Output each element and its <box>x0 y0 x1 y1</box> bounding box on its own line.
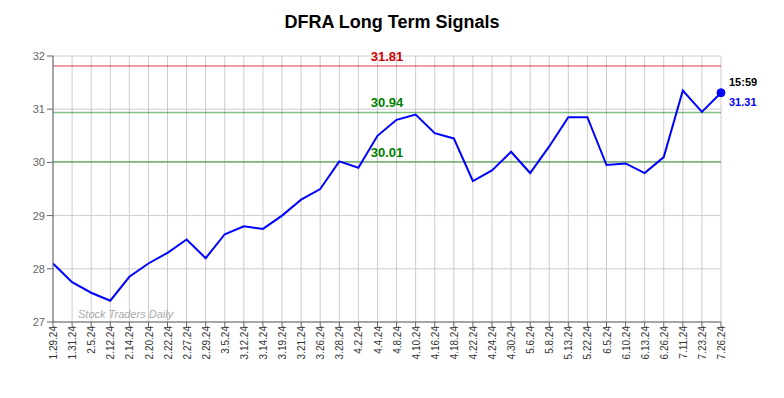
svg-text:4.2.24: 4.2.24 <box>353 326 364 354</box>
svg-text:5.22.24: 5.22.24 <box>583 326 594 360</box>
html-text:Stock Traders Daily: Stock Traders Daily <box>78 308 174 320</box>
svg-text:6.26.24: 6.26.24 <box>659 326 670 360</box>
svg-text:2.5.24: 2.5.24 <box>86 326 97 354</box>
svg-text:28: 28 <box>33 263 45 275</box>
svg-text:1.29.24: 1.29.24 <box>48 326 59 360</box>
svg-text:7.11.24: 7.11.24 <box>678 326 689 359</box>
svg-text:30.94: 30.94 <box>371 95 404 110</box>
svg-text:7.23.24: 7.23.24 <box>697 326 708 360</box>
svg-text:4.24.24: 4.24.24 <box>487 326 498 360</box>
svg-text:4.30.24: 4.30.24 <box>506 326 517 360</box>
svg-text:30: 30 <box>33 156 45 168</box>
svg-text:5.13.24: 5.13.24 <box>563 326 574 360</box>
svg-text:4.22.24: 4.22.24 <box>468 326 479 360</box>
svg-text:31: 31 <box>33 103 45 115</box>
svg-text:2.27.24: 2.27.24 <box>182 326 193 360</box>
svg-text:3.12.24: 3.12.24 <box>239 326 250 360</box>
svg-text:3.26.24: 3.26.24 <box>315 326 326 360</box>
svg-text:6.5.24: 6.5.24 <box>602 326 613 354</box>
svg-text:4.18.24: 4.18.24 <box>449 326 460 360</box>
svg-text:2.20.24: 2.20.24 <box>144 326 155 360</box>
svg-text:29: 29 <box>33 210 45 222</box>
svg-text:2.14.24: 2.14.24 <box>124 326 135 360</box>
svg-text:3.28.24: 3.28.24 <box>334 326 345 360</box>
svg-text:4.10.24: 4.10.24 <box>411 326 422 360</box>
svg-text:3.5.24: 3.5.24 <box>220 326 231 354</box>
svg-text:15:59: 15:59 <box>729 76 757 88</box>
svg-text:3.21.24: 3.21.24 <box>296 326 307 360</box>
svg-text:32: 32 <box>33 50 45 62</box>
svg-text:2.29.24: 2.29.24 <box>201 326 212 360</box>
svg-text:1.31.24: 1.31.24 <box>67 326 78 360</box>
svg-text:7.26.24: 7.26.24 <box>716 326 727 360</box>
svg-text:2.22.24: 2.22.24 <box>163 326 174 360</box>
svg-text:5.6.24: 5.6.24 <box>525 326 536 354</box>
html-text:DFRA Long Term Signals: DFRA Long Term Signals <box>284 12 500 32</box>
svg-text:5.8.24: 5.8.24 <box>544 326 555 354</box>
svg-text:4.8.24: 4.8.24 <box>392 326 403 354</box>
svg-text:31.81: 31.81 <box>371 49 404 64</box>
svg-text:4.16.24: 4.16.24 <box>430 326 441 360</box>
svg-text:31.31: 31.31 <box>729 96 757 108</box>
svg-text:30.01: 30.01 <box>371 145 404 160</box>
svg-text:6.10.24: 6.10.24 <box>621 326 632 360</box>
svg-text:3.19.24: 3.19.24 <box>277 326 288 360</box>
svg-text:6.13.24: 6.13.24 <box>640 326 651 360</box>
svg-text:4.4.24: 4.4.24 <box>373 326 384 354</box>
svg-text:3.14.24: 3.14.24 <box>258 326 269 360</box>
svg-text:2.12.24: 2.12.24 <box>105 326 116 360</box>
svg-text:27: 27 <box>33 316 45 328</box>
